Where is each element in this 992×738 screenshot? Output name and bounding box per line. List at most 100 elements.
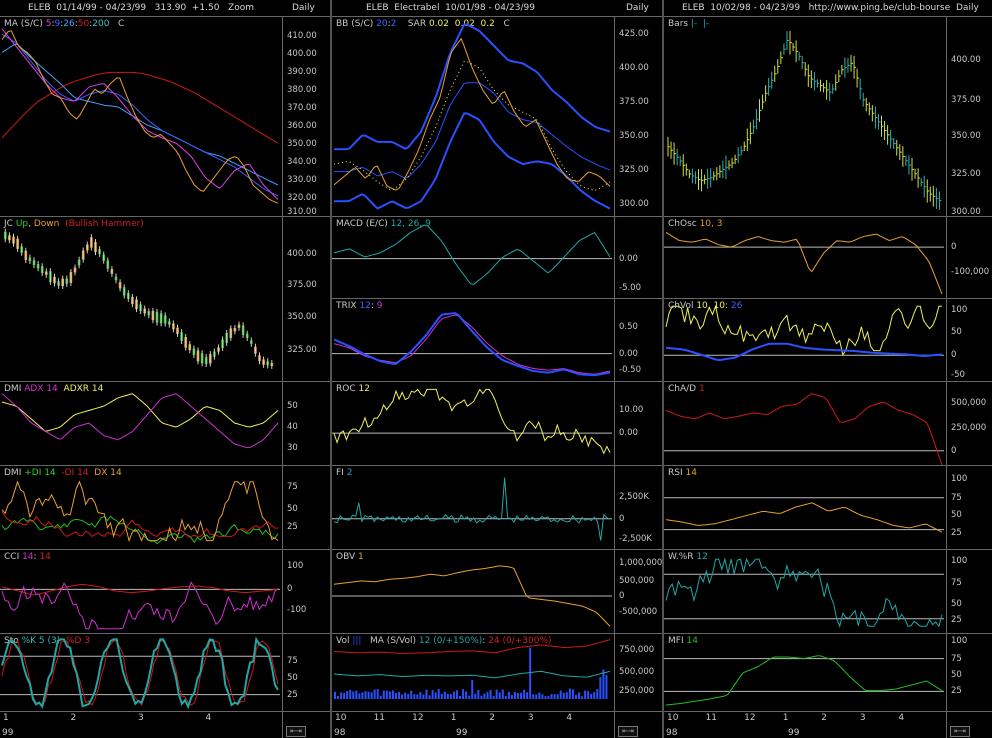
indicator-panel-roc: ROC 12 10.00 0.00 xyxy=(332,381,662,466)
y-tick-label: 325.00 xyxy=(619,165,649,175)
indicator-label-part: 14 xyxy=(685,468,697,478)
date-tick-label: 11 xyxy=(705,713,718,723)
y-tick-label: 0 xyxy=(287,584,293,595)
indicator-panel-ma: MA (S/C) 5:9:26:50:200 C 410.00 400.00 390.… xyxy=(0,16,330,217)
y-tick-label: 0 xyxy=(619,513,625,524)
volume-bar xyxy=(422,694,425,699)
volume-bar xyxy=(587,691,590,699)
y-tick-label: 400.00 xyxy=(287,248,317,259)
volume-bar xyxy=(480,695,483,699)
volume-bar xyxy=(507,691,510,699)
y-tick-label: -500,000 xyxy=(619,607,658,617)
volume-bar xyxy=(489,689,492,699)
volume-bar xyxy=(425,689,428,699)
scroll-button[interactable]: ⇤⇥ xyxy=(950,726,970,737)
indicator-panel-chvol: ChVol 10, 10: 26 100 50 0 -50 xyxy=(664,298,992,382)
ma5-line xyxy=(1,28,279,200)
indicator-label-part: 14 xyxy=(22,552,34,562)
y-tick-label: 75 xyxy=(951,577,962,588)
y-tick-label: 0.00 xyxy=(619,348,638,359)
volume-bar xyxy=(486,691,489,699)
indicator-label-part: , xyxy=(28,219,34,229)
panel-plot xyxy=(664,557,944,628)
indicator-label-part: 26 xyxy=(63,19,75,29)
y-tick-label: 50 xyxy=(287,503,298,514)
indicator-label-part: ChOsc xyxy=(668,219,700,229)
volume-bar xyxy=(504,696,507,699)
volume-bar xyxy=(446,693,449,699)
date-axis: 10 11 12 1 2 3 4 xyxy=(332,711,662,726)
volume-bar xyxy=(370,692,373,699)
indicator-label: JC Up, Down (Bullish Hammer) xyxy=(4,219,144,229)
y-tick-label: 0 xyxy=(951,350,957,361)
volume-bar xyxy=(388,691,391,699)
adxr-line xyxy=(1,393,279,432)
indicator-panel-chad: ChA/D 1 500,000 250,000 0 xyxy=(664,381,992,466)
y-tick-label: 375.00 xyxy=(287,280,317,291)
volume-bar xyxy=(379,695,382,699)
period-selector[interactable]: Daily xyxy=(626,3,649,13)
volume-bar xyxy=(449,694,452,699)
panel-plot xyxy=(332,224,612,286)
volume-bar xyxy=(562,692,565,699)
indicator-label-part: : xyxy=(370,301,377,311)
indicator-label-part: 12, 26, 9 xyxy=(390,219,431,229)
indicator-label-part: 14 xyxy=(686,636,698,646)
y-tick-label: 40 xyxy=(287,422,298,433)
volume-bar xyxy=(367,691,370,699)
indicator-label-part: : xyxy=(89,19,93,29)
date-tick-label: 2 xyxy=(489,713,496,723)
volume-bar xyxy=(523,689,526,699)
volume-bar xyxy=(443,691,446,699)
indicator-label-part: %K 5 (3) xyxy=(21,636,61,646)
volume-bar xyxy=(565,692,568,699)
indicator-label-part: -DI 14 xyxy=(61,468,89,478)
volume-bar xyxy=(602,669,605,699)
volume-bar xyxy=(465,691,468,699)
panel-plot xyxy=(1,28,279,204)
indicator-label-part: C xyxy=(494,19,510,29)
y-tick-label: 1,000,000 xyxy=(619,558,663,569)
indicator-label-part: 14 xyxy=(39,552,51,562)
date-axis: 10 11 12 1 2 3 4 xyxy=(664,711,992,726)
volume-bar xyxy=(541,694,544,699)
date-tick-label: 4 xyxy=(205,713,212,723)
indicator-label: Vol ||| MA (S/Vol) 12 (0/+150%): 24 (0/+… xyxy=(336,636,552,646)
y-tick-label: 500,000 xyxy=(619,667,655,678)
period-selector[interactable]: Daily xyxy=(292,3,315,13)
y-tick-label: 0.50 xyxy=(619,322,638,333)
indicator-panel-mfi: MFI 14 100 75 50 25 xyxy=(664,633,992,714)
indicator-label-part: ChVol xyxy=(668,301,697,311)
indicator-panel-trix: TRIX 12: 9 0.50 0.00 -0.50 xyxy=(332,298,662,382)
scroll-button[interactable]: ⇤⇥ xyxy=(286,726,306,737)
scroll-button[interactable]: ⇤⇥ xyxy=(618,726,638,737)
volume-bar xyxy=(550,694,553,699)
indicator-label-part: 10, 3 xyxy=(699,219,723,229)
year-label: 98 xyxy=(666,728,678,738)
volume-bar xyxy=(574,694,577,699)
period-selector[interactable]: Daily xyxy=(956,3,979,13)
y-tick-label: 350.00 xyxy=(287,139,317,149)
rsi-line xyxy=(665,502,943,533)
y-tick-label: 370.00 xyxy=(287,103,317,113)
indicator-label-part: Vol xyxy=(336,636,353,646)
chvol-line xyxy=(665,304,942,357)
y-tick-label: 75 xyxy=(287,656,298,666)
y-tick-label: 410.00 xyxy=(287,31,317,41)
y-tick-label: -100 xyxy=(287,605,307,616)
y-tick-label: 350.00 xyxy=(287,311,317,322)
y-tick-label: 325.00 xyxy=(951,169,981,179)
volume-bar xyxy=(407,694,410,699)
volume-bar xyxy=(459,695,462,699)
chosc-line xyxy=(665,231,943,295)
indicator-panel-bb: BB (S/C) 20:2 SAR 0.02 0.02 0.2 C 425.00 4… xyxy=(332,16,662,217)
panel-plot xyxy=(332,312,612,377)
volume-bar xyxy=(535,694,538,699)
y-tick-label: 400.00 xyxy=(619,63,649,73)
volume-bar xyxy=(334,691,336,699)
indicator-label: CCI 14: 14 xyxy=(4,552,51,562)
date-tick-label: 12 xyxy=(412,713,424,723)
volume-bar xyxy=(395,692,397,699)
indicator-panel-obv: OBV 1 1,000,000 500,000 0 -500,000 xyxy=(332,549,662,634)
indicator-label-part: 12 xyxy=(696,552,708,562)
